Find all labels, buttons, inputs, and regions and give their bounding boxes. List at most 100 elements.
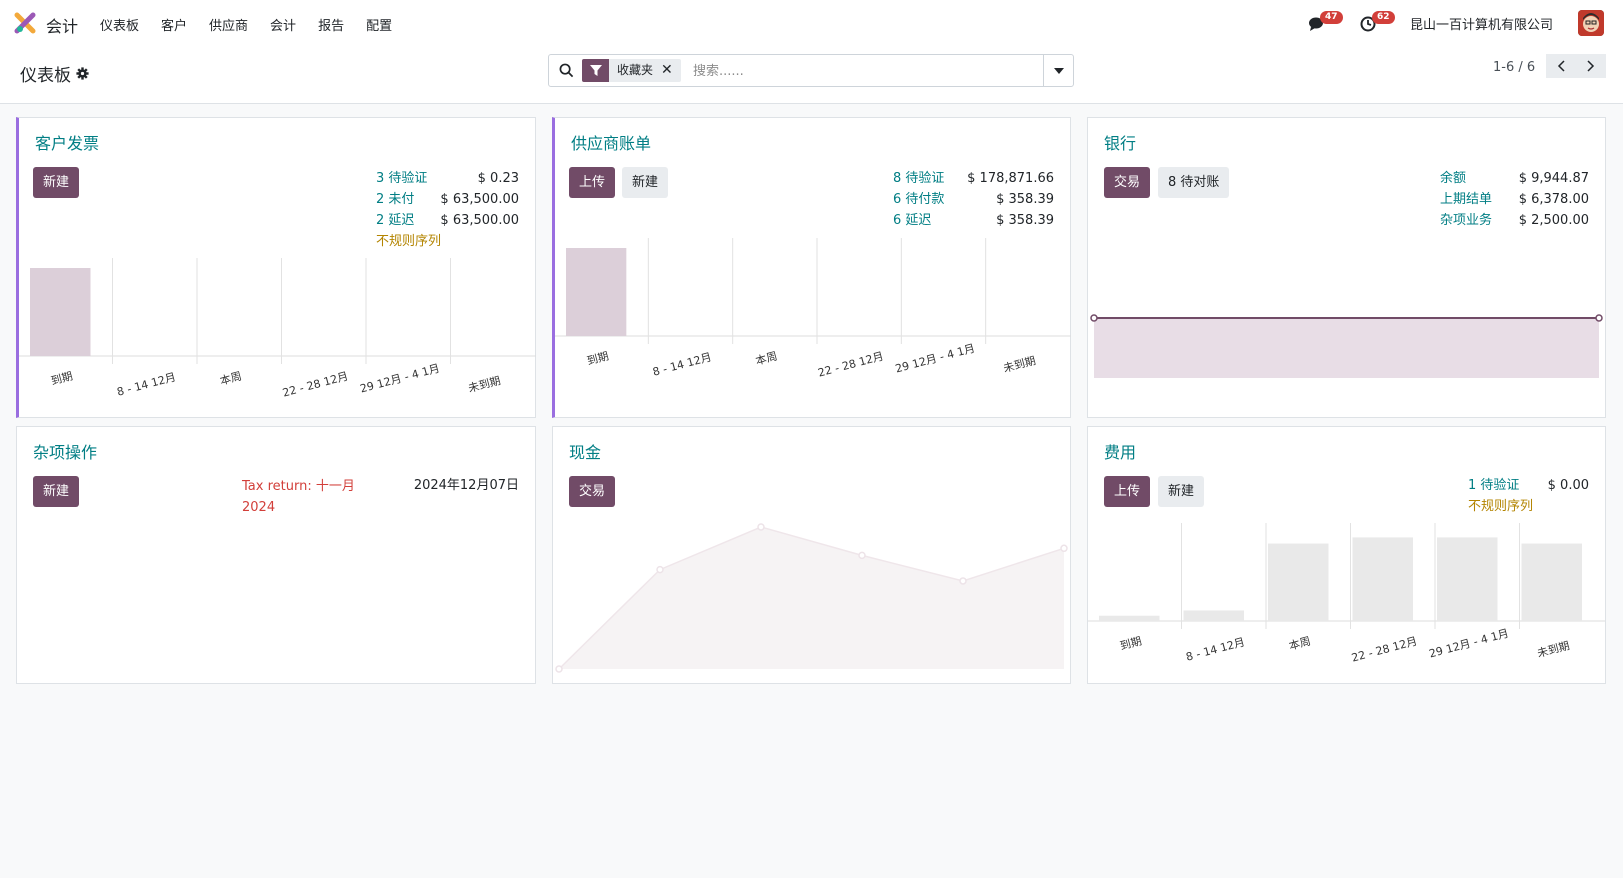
reconcile-button[interactable]: 8 待对账	[1158, 167, 1230, 198]
data-point[interactable]	[757, 523, 765, 531]
activities-button[interactable]: 62	[1360, 11, 1395, 32]
close-icon[interactable]: ✕	[661, 62, 673, 78]
company-switcher[interactable]: 昆山一百计算机有限公司	[1410, 18, 1554, 33]
data-point[interactable]	[656, 565, 664, 574]
chevron-left-icon	[1557, 60, 1565, 72]
upload-bill-button[interactable]: 上传	[569, 167, 616, 198]
facet-label: 收藏夹	[617, 63, 654, 77]
chevron-right-icon	[1587, 60, 1595, 72]
chart-bar[interactable]	[30, 268, 91, 356]
x-tick-label: 8 - 14 12月	[1185, 636, 1247, 664]
data-point[interactable]	[858, 551, 866, 560]
stat-value: $ 178,871.66	[967, 171, 1054, 186]
card-title[interactable]: 杂项操作	[33, 443, 98, 462]
card-title[interactable]: 供应商账单	[571, 134, 652, 153]
breadcrumb: 仪表板	[20, 61, 89, 86]
pager-value[interactable]: 1-6 / 6	[1493, 60, 1536, 75]
messages-button[interactable]: 47	[1308, 11, 1343, 32]
stat-label[interactable]: 上期结单	[1440, 192, 1493, 207]
card-title[interactable]: 费用	[1104, 443, 1137, 462]
stat-label[interactable]: 6 待付款	[893, 192, 945, 207]
pager-previous-button[interactable]	[1546, 54, 1576, 78]
x-tick-label: 本周	[218, 369, 243, 388]
bills-bar-chart[interactable]: 到期 8 - 14 12月 本周 22 - 28 12月 29 12月 - 4 1月 未到…	[555, 238, 1071, 398]
cash-area-chart[interactable]	[553, 519, 1070, 679]
app-name[interactable]: 会计	[46, 17, 79, 36]
x-tick-label: 未到期	[467, 374, 502, 395]
x-tick-label: 29 12月 - 4 1月	[1428, 627, 1511, 661]
menu-item-dashboard[interactable]: 仪表板	[100, 19, 140, 34]
stat-value: $ 0.00	[1547, 478, 1589, 493]
x-tick-label: 8 - 14 12月	[116, 371, 178, 399]
card-title[interactable]: 银行	[1104, 134, 1137, 153]
data-point[interactable]	[1595, 314, 1603, 322]
tax-return-label: Tax return: 十一月	[242, 479, 355, 494]
data-point[interactable]	[959, 577, 967, 585]
chart-bar[interactable]	[566, 248, 627, 336]
irregular-sequence-warning[interactable]: 不规则序列	[376, 234, 442, 249]
journal-card-customer-invoices: 客户发票 新建 3 待验证 $ 0.23 2 未付 $ 63,500.00 2 …	[16, 117, 536, 418]
stat-label[interactable]: 8 待验证	[893, 171, 945, 186]
menu-item-accounting[interactable]: 会计	[270, 19, 297, 34]
new-invoice-button[interactable]: 新建	[33, 167, 80, 198]
gear-icon[interactable]	[76, 67, 89, 80]
tax-return-year: 2024	[242, 500, 276, 515]
new-misc-entry-button[interactable]: 新建	[33, 476, 80, 507]
series-line	[558, 526, 1065, 670]
stat-value: $ 9,944.87	[1518, 171, 1589, 186]
x-tick-label: 本周	[754, 349, 779, 368]
x-tick-label: 到期	[50, 369, 75, 387]
app-logo-icon[interactable]	[14, 12, 36, 34]
chart-bar[interactable]	[1521, 543, 1583, 621]
menu-item-reporting[interactable]: 报告	[318, 19, 345, 34]
page-title: 仪表板	[20, 66, 71, 86]
stat-label[interactable]: 3 待验证	[376, 171, 428, 186]
chart-bar[interactable]	[1437, 537, 1498, 621]
bank-transactions-button[interactable]: 交易	[1104, 167, 1151, 198]
invoice-bar-chart[interactable]: 到期 8 - 14 12月 本周 22 - 28 12月 29 12月 - 4 1月 未到…	[19, 258, 536, 418]
x-tick-label: 未到期	[1002, 354, 1037, 375]
stat-label[interactable]: 2 未付	[376, 192, 415, 207]
avatar[interactable]	[1578, 10, 1604, 36]
new-expense-button[interactable]: 新建	[1158, 476, 1205, 507]
card-title[interactable]: 现金	[569, 443, 602, 462]
journal-card-expenses: 费用 上传 新建 1 待验证 $ 0.00 不规则序列 到期 8 - 14 12月…	[1087, 426, 1606, 684]
stat-label[interactable]: 余额	[1440, 171, 1467, 186]
search-input[interactable]	[693, 60, 1013, 82]
chat-icon	[1309, 17, 1323, 31]
irregular-sequence-warning[interactable]: 不规则序列	[1468, 499, 1534, 514]
journal-card-vendor-bills: 供应商账单 上传 新建 8 待验证 $ 178,871.66 6 待付款 $ 3…	[552, 117, 1071, 418]
chart-bar[interactable]	[1352, 537, 1414, 621]
stat-label[interactable]: 杂项业务	[1440, 213, 1493, 228]
upload-expense-button[interactable]: 上传	[1104, 476, 1151, 507]
search-options-toggle[interactable]	[1043, 55, 1073, 86]
chart-bar[interactable]	[1099, 615, 1160, 621]
menu-item-configuration[interactable]: 配置	[366, 19, 393, 34]
menu-item-vendors[interactable]: 供应商	[209, 19, 249, 34]
chart-bar[interactable]	[1183, 610, 1245, 621]
stat-label[interactable]: 6 延迟	[893, 213, 932, 228]
new-bill-button[interactable]: 新建	[622, 167, 669, 198]
journal-card-bank: 银行 交易 8 待对账 余额 $ 9,944.87 上期结单 $ 6,378.0…	[1087, 117, 1606, 418]
stat-label[interactable]: 2 延迟	[376, 213, 415, 228]
stat-value: $ 6,378.00	[1518, 192, 1589, 207]
search-icon[interactable]	[559, 63, 574, 78]
x-tick-label: 22 - 28 12月	[1350, 635, 1419, 665]
bank-area-chart[interactable]	[1088, 288, 1605, 408]
cash-transactions-button[interactable]: 交易	[569, 476, 616, 507]
messages-badge: 47	[1320, 11, 1343, 24]
data-point[interactable]	[1090, 314, 1098, 322]
pager-next-button[interactable]	[1576, 54, 1606, 78]
journal-card-misc: 杂项操作 新建 Tax return: 十一月 2024 2024年12月07日	[16, 426, 536, 684]
expenses-bar-chart[interactable]: 到期 8 - 14 12月 本周 22 - 28 12月 29 12月 - 4 1月 未到…	[1088, 523, 1605, 683]
card-title[interactable]: 客户发票	[35, 134, 100, 153]
data-point[interactable]	[555, 665, 563, 673]
menu-item-customers[interactable]: 客户	[161, 19, 188, 34]
control-panel: 仪表板 收藏夹 ✕ 1-6 / 6	[0, 46, 1623, 104]
stat-label[interactable]: 1 待验证	[1468, 478, 1520, 493]
activities-badge: 62	[1372, 11, 1395, 24]
chart-bar[interactable]	[1268, 543, 1329, 621]
tax-return-link[interactable]: Tax return: 十一月 2024	[242, 476, 355, 518]
x-tick-label: 本周	[1287, 634, 1312, 653]
data-point[interactable]	[1060, 544, 1068, 553]
